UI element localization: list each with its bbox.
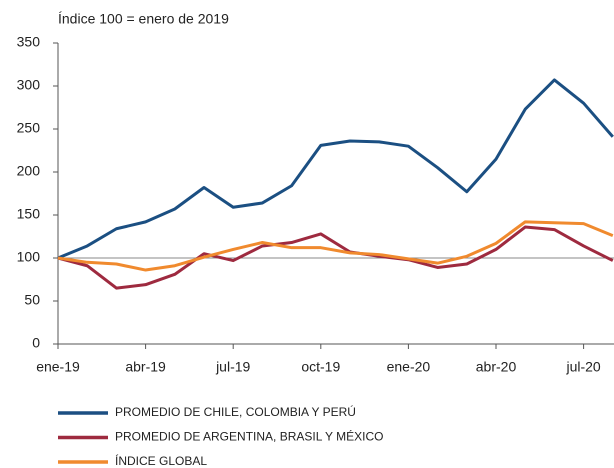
legend-label: PROMEDIO DE CHILE, COLOMBIA Y PERÚ: [115, 404, 356, 419]
y-tick-label: 150: [17, 206, 41, 222]
legend-label: PROMEDIO DE ARGENTINA, BRASIL Y MÉXICO: [115, 429, 384, 444]
y-tick-label: 300: [17, 77, 41, 93]
y-axis-label: Índice 100 = enero de 2019: [58, 11, 229, 27]
x-tick-label: jul-19: [215, 359, 250, 375]
y-tick-label: 100: [17, 249, 41, 265]
y-tick-label: 350: [17, 34, 41, 50]
x-tick-label: abr-20: [476, 359, 517, 375]
y-tick-label: 0: [32, 335, 40, 351]
x-tick-label: jul-20: [565, 359, 600, 375]
series-line: [57, 78, 614, 260]
series-line: [57, 220, 614, 272]
x-tick-label: oct-19: [301, 359, 340, 375]
y-tick-label: 200: [17, 163, 41, 179]
x-tick-label: ene-20: [387, 359, 431, 375]
series-line: [57, 225, 614, 290]
x-tick-label: abr-19: [125, 359, 166, 375]
y-tick-label: 50: [24, 292, 40, 308]
legend-label: ÍNDICE GLOBAL: [115, 453, 207, 468]
y-tick-label: 250: [17, 120, 41, 136]
x-tick-label: ene-19: [36, 359, 80, 375]
